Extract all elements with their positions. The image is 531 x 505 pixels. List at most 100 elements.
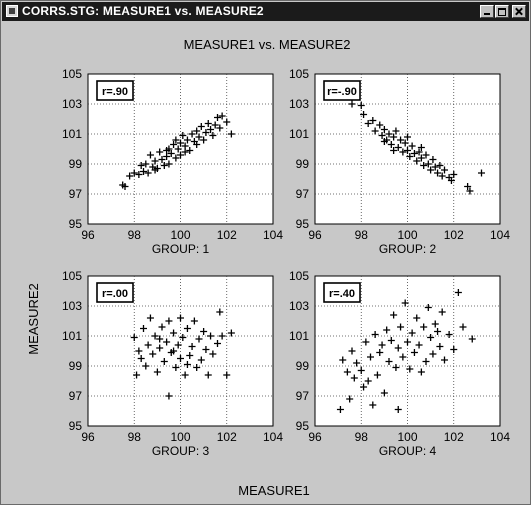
- data-point: [177, 151, 184, 159]
- r-annotation-2: r=-.90: [327, 86, 357, 98]
- y-tick-label: 101: [289, 329, 309, 343]
- y-tick-label: 103: [289, 299, 309, 313]
- y-tick-label: 97: [296, 187, 310, 201]
- data-point: [422, 151, 430, 159]
- data-point: [427, 334, 435, 341]
- r-annotation-box-1: [96, 80, 134, 101]
- data-point: [158, 323, 166, 331]
- data-point: [371, 127, 379, 135]
- data-point: [369, 117, 377, 124]
- data-point: [447, 177, 455, 184]
- data-point: [415, 148, 423, 156]
- x-tick-label: 102: [217, 228, 237, 242]
- y-tick-label: 95: [69, 419, 83, 433]
- x-axis-label: MEASURE1: [238, 483, 310, 498]
- data-point: [387, 141, 395, 148]
- data-point: [197, 356, 205, 364]
- r-annotation-box-3: [96, 282, 134, 303]
- data-point: [394, 144, 402, 151]
- statistica-doc-icon[interactable]: [6, 5, 18, 17]
- panel-label-3: GROUP: 3: [152, 444, 210, 458]
- data-point: [376, 349, 384, 356]
- data-point: [390, 147, 398, 154]
- data-point: [179, 334, 187, 341]
- data-point: [390, 133, 398, 141]
- y-tick-label: 95: [296, 419, 310, 433]
- data-point: [392, 127, 400, 135]
- data-point: [436, 162, 444, 169]
- data-point: [188, 130, 196, 138]
- data-point: [165, 392, 173, 400]
- y-tick-label: 97: [69, 187, 83, 201]
- data-point: [193, 127, 201, 135]
- x-tick-label: 100: [170, 430, 190, 444]
- data-point: [223, 118, 231, 126]
- y-tick-label: 97: [69, 389, 83, 403]
- data-point: [183, 136, 191, 144]
- data-point: [410, 150, 418, 157]
- data-point: [202, 346, 210, 353]
- x-tick-label: 96: [81, 228, 95, 242]
- y-tick-label: 101: [62, 329, 82, 343]
- data-point: [156, 344, 164, 352]
- data-point: [438, 172, 446, 180]
- data-point: [348, 100, 356, 108]
- y-tick-label: 105: [62, 269, 82, 283]
- data-point: [450, 346, 458, 353]
- data-point: [353, 359, 361, 367]
- data-point: [360, 111, 368, 118]
- data-point: [137, 355, 145, 362]
- data-point: [193, 141, 201, 148]
- data-point: [181, 371, 189, 379]
- data-point: [200, 136, 208, 144]
- data-point: [140, 325, 147, 332]
- r-annotation-box-2: [323, 80, 361, 101]
- data-point: [144, 341, 152, 349]
- data-point: [376, 121, 384, 129]
- data-point: [431, 320, 439, 328]
- data-point: [156, 335, 164, 343]
- data-point: [367, 353, 374, 361]
- data-point: [378, 132, 386, 139]
- x-tick-label: 100: [397, 228, 417, 242]
- y-tick-label: 99: [69, 359, 83, 373]
- data-point: [179, 132, 187, 139]
- data-point: [357, 102, 365, 109]
- data-point: [190, 317, 198, 325]
- data-point: [130, 334, 138, 341]
- maximize-icon[interactable]: [495, 5, 509, 18]
- data-point: [126, 172, 134, 180]
- r-annotation-3: r=.00: [102, 288, 128, 300]
- data-point: [408, 329, 416, 337]
- x-tick-label: 96: [308, 430, 322, 444]
- data-point: [207, 126, 215, 133]
- data-point: [397, 136, 405, 144]
- data-point: [401, 139, 409, 147]
- data-point: [153, 368, 161, 376]
- data-point: [121, 183, 129, 190]
- data-point: [417, 154, 425, 162]
- data-point: [408, 142, 416, 150]
- close-icon[interactable]: [512, 5, 526, 18]
- data-point: [450, 171, 458, 178]
- x-tick-label: 100: [170, 228, 190, 242]
- data-point: [387, 337, 395, 344]
- data-point: [188, 343, 196, 350]
- data-point: [186, 147, 194, 154]
- data-point: [140, 168, 147, 175]
- panel-label-1: GROUP: 1: [152, 242, 210, 256]
- x-tick-label: 100: [397, 430, 417, 444]
- data-point: [174, 341, 182, 349]
- y-tick-label: 99: [69, 157, 83, 171]
- data-point: [441, 166, 448, 174]
- data-point: [424, 160, 432, 168]
- data-point: [371, 331, 379, 338]
- minimize-icon[interactable]: [480, 5, 494, 18]
- title-bar[interactable]: CORRS.STG: MEASURE1 vs. MEASURE2: [2, 2, 529, 21]
- data-point: [392, 364, 400, 371]
- data-point: [380, 138, 388, 145]
- data-point: [151, 166, 159, 174]
- data-point: [401, 299, 409, 307]
- data-point: [417, 368, 425, 376]
